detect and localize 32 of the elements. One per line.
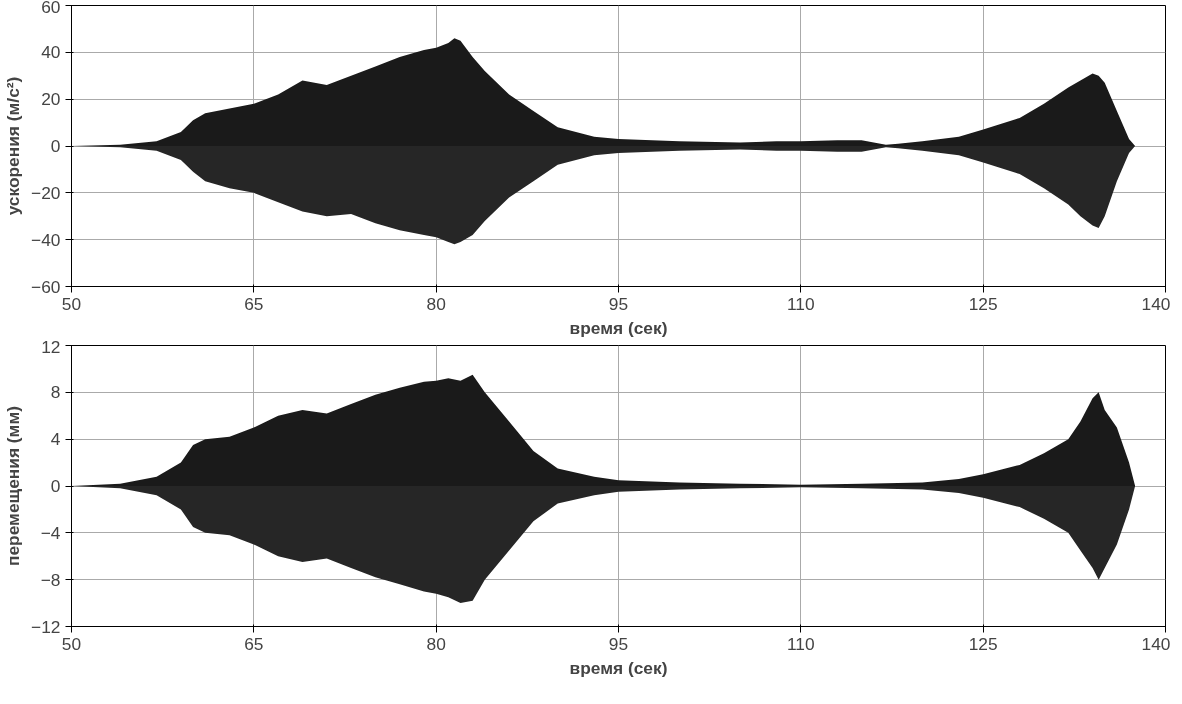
x-tick-label: 140	[1141, 633, 1171, 654]
x-tick-label: 80	[426, 633, 446, 654]
y-tick-label: 4	[50, 429, 61, 450]
y-tick-label: 12	[41, 336, 61, 357]
y-tick-label: 8	[50, 382, 61, 403]
y-tick-label: −12	[31, 616, 61, 637]
y-tick-label: −8	[40, 569, 61, 590]
x-tick-label: 95	[608, 633, 629, 654]
y-tick-label: −40	[31, 229, 61, 250]
x-tick-label: 50	[61, 633, 82, 654]
y-tick-label: 40	[41, 42, 61, 63]
x-axis-title: время (сек)	[569, 317, 668, 338]
x-tick-label: 65	[244, 633, 264, 654]
y-tick-label: 60	[41, 0, 61, 17]
x-tick-label: 65	[244, 293, 264, 314]
x-tick-label: 95	[608, 293, 629, 314]
x-tick-label: 80	[426, 293, 446, 314]
y-axis-title: перемещения (мм)	[3, 405, 24, 567]
y-tick-label: 0	[50, 476, 61, 496]
x-tick-label: 125	[968, 633, 998, 654]
x-tick-label: 110	[787, 293, 815, 314]
x-tick-label: 140	[1141, 293, 1171, 314]
y-tick-label: −20	[31, 182, 61, 203]
x-tick-label: 50	[61, 293, 82, 314]
y-axis-title: ускорения (м/с²)	[3, 76, 24, 216]
y-tick-label: −60	[31, 276, 61, 297]
y-tick-label: 0	[50, 136, 61, 156]
x-tick-label: 110	[787, 633, 815, 654]
y-tick-label: 20	[41, 89, 61, 110]
y-tick-label: −4	[40, 522, 61, 543]
x-tick-label: 125	[968, 293, 998, 314]
x-axis-title: время (сек)	[569, 657, 668, 678]
